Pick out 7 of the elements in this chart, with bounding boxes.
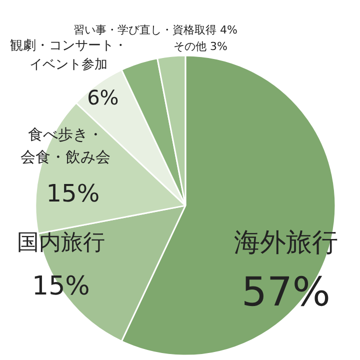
slice-label: 食べ歩き・会食・飲み会 [20, 125, 110, 166]
data-label: 15% [46, 180, 100, 208]
slice-label: 国内旅行 [16, 230, 105, 256]
slice-label: 観劇・コンサート・イベント参加 [10, 38, 127, 72]
slice-label: その他 3% [173, 40, 228, 54]
data-label: 6% [87, 86, 119, 110]
slice-label: 習い事・学び直し・資格取得 4% [73, 24, 238, 37]
